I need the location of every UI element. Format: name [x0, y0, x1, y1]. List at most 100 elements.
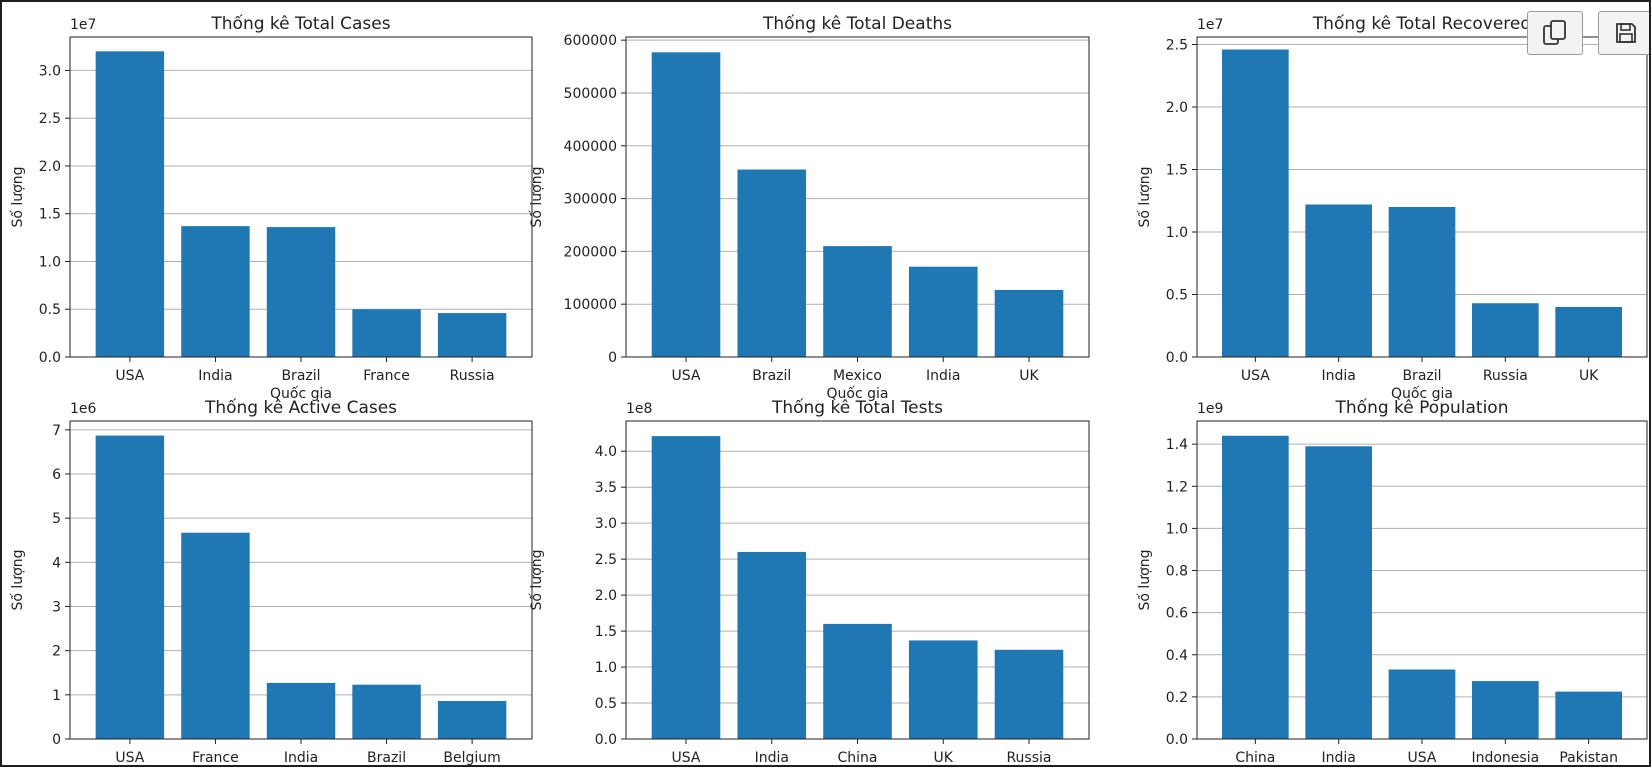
- x-tick-label: China: [1235, 750, 1275, 765]
- chart-2: 0 100000 200000 300000 400000 500000 600000 USA…: [528, 13, 1090, 402]
- chart-title: Thống kê Total Recovered: [1312, 13, 1531, 34]
- y-tick-label: 3.0: [39, 63, 61, 79]
- x-tick-label: UK: [1579, 368, 1599, 384]
- bar-india: [908, 266, 978, 357]
- x-tick-label: China: [838, 750, 878, 765]
- y-tick-label: 7: [52, 423, 61, 439]
- bar-china: [1222, 435, 1289, 739]
- bar-mexico: [823, 246, 892, 357]
- chart-6: 0.0 0.2 0.4 0.6 0.8 1.0 1.2 1.4 China India USA Ind…: [1136, 397, 1648, 765]
- x-tick-label: Belgium: [443, 750, 500, 765]
- y-tick-label: 1.5: [595, 624, 617, 640]
- bar-brazil: [1388, 207, 1456, 357]
- chart-title: Thống kê Population: [1335, 397, 1509, 418]
- y-tick-label: 3: [52, 600, 61, 616]
- y-tick-label: 2.5: [1166, 38, 1188, 54]
- y-tick-label: 4.0: [595, 444, 617, 460]
- bar-usa: [1222, 49, 1289, 357]
- x-axis-label: Quốc gia: [270, 385, 332, 402]
- y-axis-label: Số lượng: [1136, 550, 1153, 611]
- bar-pakistan: [1555, 691, 1622, 739]
- y-tick-label: 0.0: [1166, 350, 1188, 366]
- bar-uk: [994, 289, 1064, 357]
- x-tick-label: USA: [1241, 368, 1270, 384]
- x-tick-label: India: [284, 750, 318, 765]
- y-tick-label: 0.8: [1166, 564, 1188, 580]
- x-tick-label: USA: [1408, 750, 1437, 765]
- chart-5: 0.0 0.5 1.0 1.5 2.0 2.5 3.0 3.5 4.0 USA India China…: [528, 397, 1090, 765]
- chart-title: Thống kê Total Tests: [771, 397, 943, 418]
- y-tick-label: 600000: [564, 33, 617, 49]
- y-tick-label: 0.0: [1166, 732, 1188, 748]
- save-button[interactable]: [1598, 11, 1649, 55]
- copy-icon: [1543, 20, 1566, 45]
- bar-russia: [994, 649, 1064, 739]
- y-tick-label: 1.2: [1166, 479, 1188, 495]
- x-tick-label: UK: [934, 750, 954, 765]
- x-axis-label: Quốc gia: [827, 385, 889, 402]
- x-tick-label: Brazil: [752, 368, 791, 384]
- bar-india: [1305, 204, 1372, 357]
- bar-brazil: [352, 684, 421, 739]
- x-tick-label: Brazil: [367, 750, 406, 765]
- y-tick-label: 0.5: [39, 302, 61, 318]
- y-tick-label: 1.5: [39, 207, 61, 223]
- chart-title: Thống kê Total Deaths: [762, 13, 952, 34]
- x-tick-label: India: [755, 750, 789, 765]
- y-tick-label: 1.0: [39, 254, 61, 270]
- y-tick-label: 500000: [564, 86, 617, 102]
- x-tick-label: Mexico: [833, 368, 882, 384]
- x-tick-label: Russia: [1006, 750, 1051, 765]
- bar-indonesia: [1472, 681, 1539, 739]
- y-tick-label: 100000: [564, 297, 617, 313]
- y-tick-label: 0.4: [1166, 648, 1188, 664]
- x-tick-label: Brazil: [1402, 368, 1441, 384]
- x-tick-label: India: [198, 368, 232, 384]
- y-tick-label: 3.0: [595, 516, 617, 532]
- y-tick-label: 0: [52, 732, 61, 748]
- y-axis-label: Số lượng: [528, 550, 545, 611]
- y-tick-label: 0.0: [595, 732, 617, 748]
- chart-title: Thống kê Active Cases: [204, 397, 397, 418]
- bar-russia: [437, 313, 507, 357]
- bar-brazil: [266, 227, 336, 357]
- y-tick-label: 1.0: [595, 660, 617, 676]
- x-tick-label: USA: [115, 368, 144, 384]
- chart-title: Thống kê Total Cases: [210, 13, 390, 34]
- bar-usa: [651, 436, 721, 739]
- x-axis-label: Quốc gia: [1391, 385, 1453, 402]
- y-tick-label: 0.0: [39, 350, 61, 366]
- y-axis-label: Số lượng: [9, 167, 26, 228]
- y-tick-label: 2.0: [1166, 100, 1188, 116]
- y-tick-label: 0.6: [1166, 606, 1188, 622]
- y-tick-label: 3.5: [595, 480, 617, 496]
- x-tick-label: USA: [672, 750, 701, 765]
- chart-3: 0.0 0.5 1.0 1.5 2.0 2.5 USA India Brazil Russia UK…: [1136, 13, 1648, 402]
- bar-india: [181, 226, 250, 357]
- y-offset-label: 1e8: [626, 401, 652, 417]
- y-tick-label: 1.0: [1166, 225, 1188, 241]
- bar-china: [823, 623, 892, 739]
- chart-1: 0.0 0.5 1.0 1.5 2.0 2.5 3.0 USA India Brazil Franc…: [9, 13, 533, 402]
- y-offset-label: 1e6: [70, 401, 97, 417]
- bar-usa: [1388, 669, 1456, 739]
- y-tick-label: 0.2: [1166, 690, 1188, 706]
- y-tick-label: 1.4: [1166, 437, 1188, 453]
- x-tick-label: India: [1321, 750, 1355, 765]
- y-tick-label: 6: [52, 467, 61, 483]
- bar-russia: [1472, 303, 1539, 357]
- copy-button[interactable]: [1527, 11, 1583, 55]
- y-tick-label: 1.5: [1166, 163, 1188, 179]
- x-tick-label: India: [1321, 368, 1355, 384]
- bar-brazil: [737, 169, 807, 357]
- bar-india: [266, 682, 336, 739]
- y-tick-label: 1.0: [1166, 521, 1188, 537]
- y-axis-label: Số lượng: [1136, 167, 1153, 228]
- x-tick-label: Brazil: [281, 368, 320, 384]
- bar-belgium: [437, 701, 507, 739]
- y-tick-label: 2.0: [595, 588, 617, 604]
- x-tick-label: UK: [1019, 368, 1039, 384]
- y-offset-label: 1e9: [1197, 401, 1223, 417]
